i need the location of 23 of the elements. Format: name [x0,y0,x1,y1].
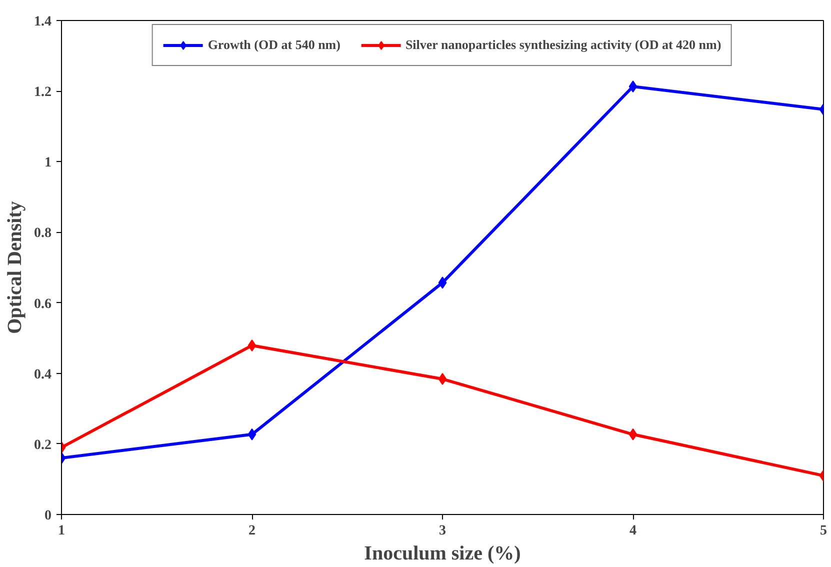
point [628,80,638,92]
x-tick-label: 4 [630,524,636,538]
y-tick-label: 0.2 [34,438,52,453]
x-axis-title: Inoculum size (%) [364,542,521,564]
y-tick-label: 0 [44,508,52,524]
y-tick-label: 1 [44,156,52,171]
x-tick-label: 1 [58,524,65,538]
y-axis-title: Optical Density [4,201,26,334]
y-tick-label: 0.6 [34,296,52,312]
y-tick-label: 0.4 [34,367,52,382]
point [628,428,638,440]
y-tick-label: 1.2 [34,85,52,100]
point [248,428,256,440]
legend-label: Growth (OD at 540 nm) [208,37,340,53]
x-tick-label: 2 [248,524,256,538]
y-tick-label: 0.8 [34,226,52,242]
x-tick-label: 5 [820,524,827,538]
y-tick-label: 1.4 [34,14,52,30]
legend-label: Silver nanoparticles synthesizing activity (OD at 420 nm) [405,37,722,53]
point [438,276,447,289]
point [248,339,256,352]
x-tick-label: 3 [439,524,446,538]
point [438,373,447,386]
